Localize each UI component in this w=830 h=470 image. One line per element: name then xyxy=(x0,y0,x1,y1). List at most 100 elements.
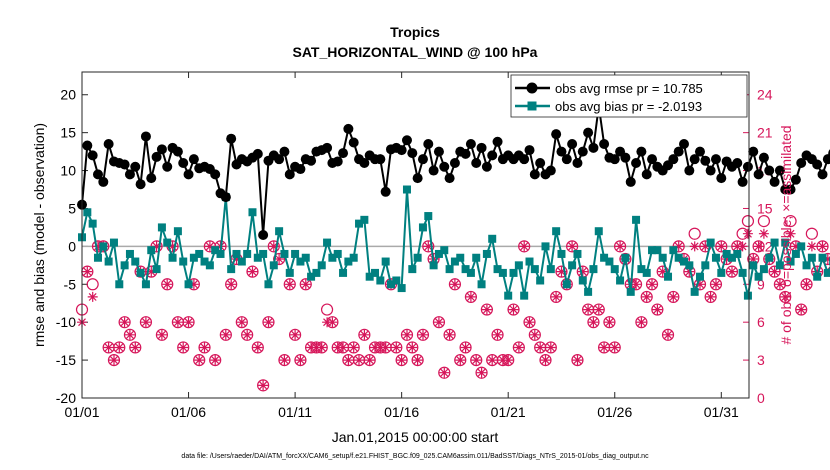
obs-possible-marker xyxy=(278,353,291,367)
y2-tick-label: 21 xyxy=(757,125,773,141)
obs-possible-marker xyxy=(555,265,568,278)
obs-assimilated-marker xyxy=(476,367,487,378)
obs-possible-marker xyxy=(123,328,137,341)
obs-possible-marker xyxy=(544,341,557,354)
obs-assimilated-marker xyxy=(172,317,183,328)
rmse-point xyxy=(274,154,285,165)
bias-point xyxy=(323,238,332,247)
rmse-point xyxy=(822,154,830,165)
bias-point xyxy=(520,291,529,300)
bias-point xyxy=(429,261,438,270)
y-tick-label: 10 xyxy=(60,163,76,179)
rmse-point xyxy=(119,159,130,170)
rmse-point xyxy=(705,165,716,176)
obs-assimilated-marker xyxy=(114,342,125,353)
rmse-point xyxy=(641,169,652,180)
obs-possible-marker xyxy=(528,328,541,341)
obs-assimilated-marker xyxy=(130,342,141,353)
chart-subtitle: SAT_HORIZONTAL_WIND @ 100 hPa xyxy=(293,44,538,60)
bias-point xyxy=(152,265,161,274)
bias-point xyxy=(680,257,689,266)
rmse-point xyxy=(124,169,135,180)
bias-point xyxy=(775,261,784,270)
obs-assimilated-marker xyxy=(370,342,380,353)
bias-point xyxy=(125,249,134,258)
rmse-point xyxy=(98,176,109,187)
bias-point xyxy=(360,215,369,224)
rmse-point xyxy=(774,165,785,176)
rmse-point xyxy=(785,184,796,195)
rmse-point xyxy=(151,151,162,162)
bias-point xyxy=(482,249,491,258)
rmse-point xyxy=(449,157,460,168)
obs-possible-marker xyxy=(235,316,248,329)
obs-possible-marker xyxy=(182,316,195,329)
obs-possible-marker xyxy=(571,353,584,367)
obs-assimilated-marker xyxy=(609,342,620,353)
obs-assimilated-marker xyxy=(124,329,135,340)
obs-possible-marker xyxy=(422,240,435,253)
obs-assimilated-marker xyxy=(343,355,354,366)
bias-point xyxy=(285,268,294,277)
obs-possible-marker xyxy=(459,341,472,354)
rmse-point xyxy=(737,176,748,187)
rmse-point xyxy=(135,179,146,190)
bias-point xyxy=(157,223,166,232)
rmse-point xyxy=(423,139,434,150)
obs-assimilated-marker xyxy=(396,355,407,366)
x-tick-label: 01/26 xyxy=(597,404,632,420)
rmse-point xyxy=(471,157,482,168)
bias-point xyxy=(797,242,806,251)
bias-point xyxy=(280,249,289,258)
bias-point xyxy=(765,253,774,262)
obs-assimilated-marker xyxy=(508,304,519,315)
obs-possible-marker xyxy=(320,303,334,316)
bias-point xyxy=(88,219,97,228)
obs-assimilated-marker xyxy=(577,266,588,277)
obs-assimilated-marker xyxy=(183,317,194,328)
y2-tick-label: 9 xyxy=(757,276,765,292)
obs-possible-marker xyxy=(688,227,701,240)
obs-possible-marker xyxy=(294,353,307,367)
plot-frame xyxy=(81,71,750,399)
bias-point xyxy=(562,280,571,289)
bias-point xyxy=(584,287,593,296)
obs-possible-marker xyxy=(454,353,467,367)
obs-possible-marker xyxy=(363,353,376,367)
obs-possible-marker xyxy=(651,303,664,316)
bias-point xyxy=(179,257,188,266)
x-tick-label: 01/16 xyxy=(384,404,419,420)
obs-assimilated-marker xyxy=(663,329,673,340)
obs-possible-marker xyxy=(800,278,813,291)
obs-assimilated-marker xyxy=(689,241,700,252)
y-axis-label: rmse and bias (model - observation) xyxy=(31,123,47,347)
rmse-point xyxy=(140,131,151,142)
bias-point xyxy=(450,257,459,266)
obs-assimilated-marker xyxy=(146,266,157,277)
bias-point xyxy=(722,249,731,258)
obs-assimilated-marker xyxy=(354,355,364,366)
rmse-point xyxy=(769,176,780,187)
obs-assimilated-marker xyxy=(93,241,103,252)
rmse-point xyxy=(338,148,349,159)
obs-assimilated-marker xyxy=(769,266,780,277)
bias-point xyxy=(818,253,827,262)
obs-assimilated-marker xyxy=(668,291,679,302)
obs-possible-marker xyxy=(299,278,312,291)
bias-point xyxy=(568,261,577,270)
bias-point xyxy=(477,280,486,289)
obs-assimilated-marker xyxy=(599,342,610,353)
obs-assimilated-marker xyxy=(593,304,604,315)
rmse-point xyxy=(279,146,290,157)
obs-assimilated-marker xyxy=(103,342,114,353)
obs-assimilated-marker xyxy=(540,355,551,366)
bias-point xyxy=(781,238,790,247)
rmse-point xyxy=(210,169,221,180)
obs-assimilated-marker xyxy=(748,254,759,264)
bias-point xyxy=(594,227,603,236)
obs-assimilated-marker xyxy=(236,317,247,328)
obs-possible-marker xyxy=(107,353,121,367)
rmse-point xyxy=(183,169,194,180)
obs-possible-marker xyxy=(118,316,131,329)
footer-data-file: data file: /Users/raeder/DAI/ATM_forcXX/… xyxy=(181,453,649,460)
